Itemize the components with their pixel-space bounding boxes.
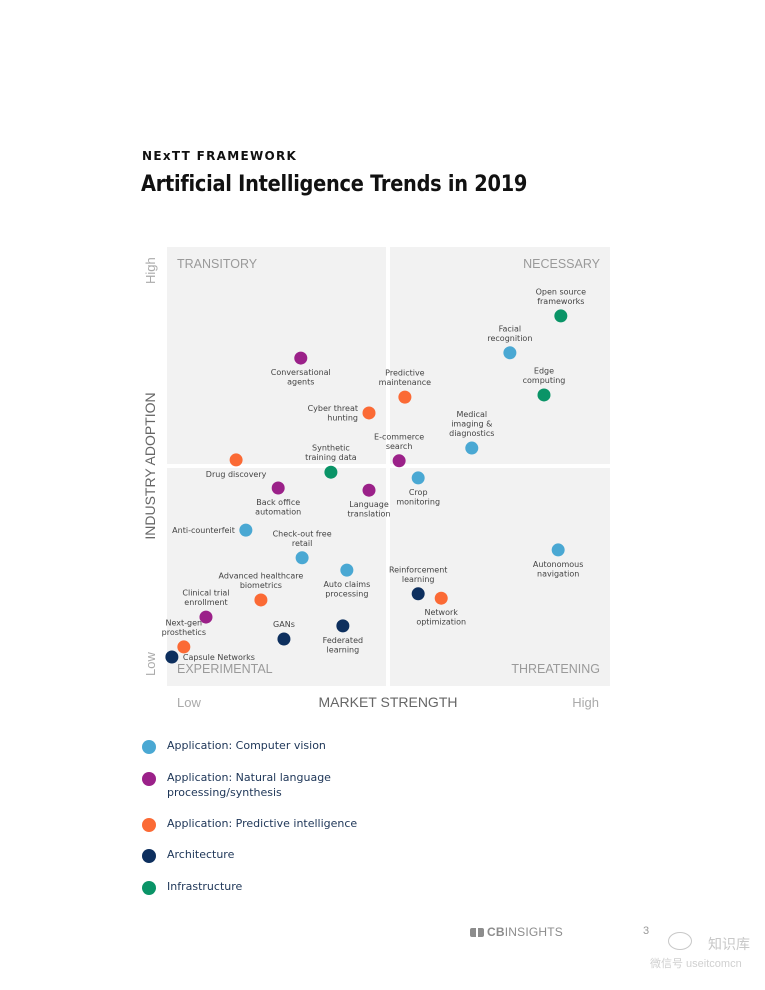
point-label-medical-imaging-diagnostics: Medical imaging & diagnostics: [449, 410, 494, 438]
point-network-optimization: [434, 591, 448, 605]
point-label-synthetic-training-data: Synthetic training data: [305, 444, 357, 463]
point-drug-discovery: [229, 453, 243, 467]
legend-item-architecture: Architecture: [142, 847, 357, 863]
point-label-back-office-automation: Back office automation: [255, 498, 301, 517]
point-cyber-threat-hunting: [362, 406, 376, 420]
point-label-federated-learning: Federated learning: [323, 636, 363, 655]
point-capsule-networks: [165, 650, 179, 664]
cbinsights-logo-icon: [470, 927, 484, 937]
eyebrow-label: NExTT FRAMEWORK: [142, 149, 298, 163]
point-label-crop-monitoring: Crop monitoring: [396, 488, 440, 507]
y-tick-low: Low: [143, 652, 158, 676]
point-back-office-automation: [271, 481, 285, 495]
legend-swatch: [142, 881, 156, 895]
point-label-e-commerce-search: E-commerce search: [374, 432, 424, 451]
quadrant-threatening: [390, 468, 610, 686]
point-label-auto-claims-processing: Auto claims processing: [323, 580, 370, 599]
legend-swatch: [142, 740, 156, 754]
x-tick-high: High: [572, 695, 599, 710]
watermark-id: 微信号 useitcomcn: [650, 958, 742, 970]
point-edge-computing: [537, 388, 551, 402]
quadrant-label-necessary: NECESSARY: [523, 257, 601, 271]
legend-item-predictive-intelligence: Application: Predictive intelligence: [142, 816, 397, 832]
watermark: 知识库 微信号 useitcomcn: [650, 930, 760, 975]
page-number: 3: [643, 925, 650, 937]
x-tick-low: Low: [177, 695, 201, 710]
legend-label: Application: Natural language processing…: [167, 771, 331, 799]
point-gans: [277, 632, 291, 646]
point-label-advanced-healthcare-biometrics: Advanced healthcare biometrics: [219, 571, 304, 590]
point-autonomous-navigation: [551, 543, 565, 557]
point-label-edge-computing: Edge computing: [523, 366, 566, 385]
legend-label: Application: Predictive intelligence: [167, 817, 358, 830]
point-label-gans: GANs: [273, 620, 295, 629]
quadrant-necessary: [390, 247, 610, 464]
point-facial-recognition: [503, 346, 517, 360]
point-label-check-out-free-retail: Check-out free retail: [273, 529, 332, 548]
point-advanced-healthcare-biometrics: [254, 593, 268, 607]
logo-rest: INSIGHTS: [504, 925, 564, 939]
point-label-capsule-networks: Capsule Networks: [183, 653, 255, 662]
legend-swatch: [142, 849, 156, 863]
y-axis-title: INDUSTRY ADOPTION: [142, 392, 158, 539]
quadrant-backgrounds: [167, 247, 610, 686]
quadrant-label-transitory: TRANSITORY: [177, 257, 258, 271]
point-auto-claims-processing: [340, 563, 354, 577]
point-predictive-maintenance: [398, 390, 412, 404]
point-medical-imaging-diagnostics: [465, 441, 479, 455]
legend-item-nlp: Application: Natural language processing…: [142, 770, 357, 800]
point-crop-monitoring: [411, 471, 425, 485]
point-label-drug-discovery: Drug discovery: [206, 470, 267, 479]
point-clinical-trial-enrollment: [199, 610, 213, 624]
legend-swatch: [142, 818, 156, 832]
point-reinforcement-learning: [411, 587, 425, 601]
point-label-open-source-frameworks: Open source frameworks: [536, 287, 587, 306]
point-next-gen-prosthetics: [177, 640, 191, 654]
point-label-reinforcement-learning: Reinforcement learning: [389, 565, 447, 584]
point-label-predictive-maintenance: Predictive maintenance: [379, 369, 431, 388]
point-open-source-frameworks: [554, 309, 568, 323]
point-label-next-gen-prosthetics: Next-gen prosthetics: [162, 618, 206, 637]
point-e-commerce-search: [392, 454, 406, 468]
point-check-out-free-retail: [295, 551, 309, 565]
legend-swatch: [142, 772, 156, 786]
point-label-network-optimization: Network optimization: [416, 608, 466, 627]
point-label-conversational-agents: Conversational agents: [271, 368, 331, 387]
cbinsights-logo: CBINSIGHTS: [470, 925, 563, 939]
point-label-anti-counterfeit: Anti-counterfeit: [172, 526, 235, 535]
quadrant-label-threatening: THREATENING: [511, 662, 600, 676]
point-label-clinical-trial-enrollment: Clinical trial enrollment: [182, 589, 229, 608]
point-label-language-translation: Language translation: [348, 500, 391, 519]
point-anti-counterfeit: [239, 523, 253, 537]
x-axis-title: MARKET STRENGTH: [319, 694, 458, 710]
legend-item-computer-vision: Application: Computer vision: [142, 738, 357, 754]
point-label-cyber-threat-hunting: Cyber threat hunting: [308, 404, 358, 423]
quadrant-experimental: [167, 468, 386, 686]
wechat-icon: [668, 932, 692, 950]
point-synthetic-training-data: [324, 465, 338, 479]
point-label-autonomous-navigation: Autonomous navigation: [533, 560, 583, 579]
watermark-name: 知识库: [708, 936, 750, 952]
legend-item-infrastructure: Infrastructure: [142, 879, 357, 895]
page-title: Artificial Intelligence Trends in 2019: [141, 172, 528, 197]
logo-bold: CB: [487, 925, 505, 939]
point-label-facial-recognition: Facial recognition: [487, 324, 532, 343]
scatter-chart: TRANSITORY NECESSARY EXPERIMENTAL THREAT…: [142, 247, 610, 710]
point-federated-learning: [336, 619, 350, 633]
quadrant-label-experimental: EXPERIMENTAL: [177, 662, 273, 676]
legend-label: Infrastructure: [167, 880, 243, 893]
quadrant-transitory: [167, 247, 386, 464]
y-tick-high: High: [143, 257, 158, 284]
legend-label: Application: Computer vision: [167, 739, 326, 752]
point-language-translation: [362, 483, 376, 497]
legend-label: Architecture: [167, 848, 235, 861]
point-conversational-agents: [294, 351, 308, 365]
